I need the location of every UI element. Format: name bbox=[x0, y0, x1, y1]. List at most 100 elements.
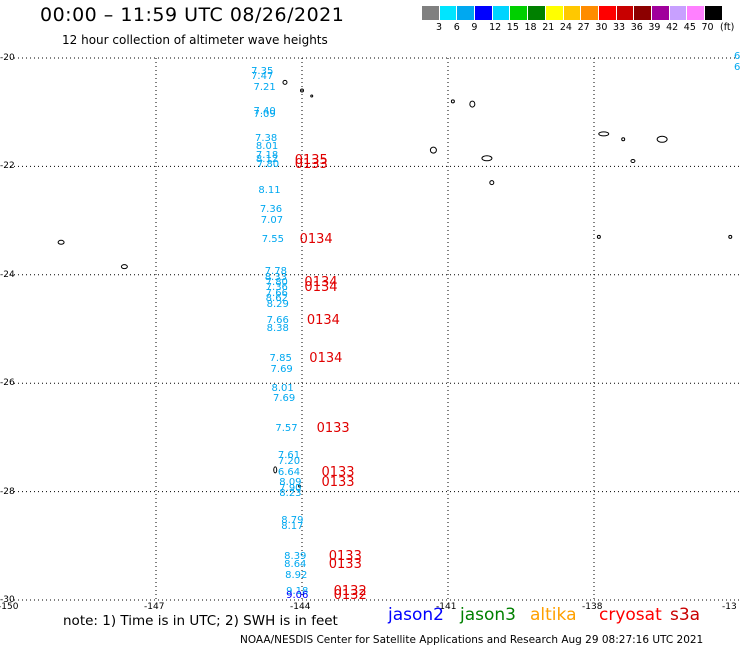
cycle-label: 0135 bbox=[294, 152, 328, 168]
lon-tick-label: -138 bbox=[582, 602, 603, 612]
cycle-label: 0133 bbox=[294, 157, 328, 173]
island-outline bbox=[656, 135, 668, 143]
legend-value: 30 bbox=[595, 22, 608, 33]
lon-tick-label: -141 bbox=[436, 602, 457, 612]
swh-label: 7.80 bbox=[256, 159, 280, 171]
swh-label: 7.09 bbox=[253, 108, 276, 120]
legend-value: 33 bbox=[613, 22, 626, 33]
swh-label: 7.38 bbox=[254, 133, 278, 145]
swh-label: 7.69 bbox=[272, 393, 296, 405]
legend-swatch bbox=[545, 6, 564, 20]
satellite-legend-jason3: jason3 bbox=[460, 605, 516, 625]
satellite-legend-altika: altika bbox=[530, 605, 577, 625]
legend-swatch bbox=[598, 6, 617, 20]
color-legend-labels: 3 6 9 12 15 18 21 24 27 30 33 36 39 42 45 70 (ft) bbox=[422, 22, 740, 34]
swh-label: 7.80 bbox=[265, 276, 288, 288]
swh-label: 7.35 bbox=[251, 65, 274, 77]
legend-value: 12 bbox=[489, 22, 502, 33]
swh-label: 7.69 bbox=[270, 363, 293, 375]
swh-label: 7.66 bbox=[266, 314, 289, 326]
legend-value: 3 bbox=[436, 22, 443, 33]
lon-tick-label: -150 bbox=[0, 602, 19, 612]
swh-label: 8.92 bbox=[285, 569, 308, 581]
swh-label: 9.18 bbox=[286, 585, 309, 597]
island-outline bbox=[300, 88, 304, 93]
legend-value: 24 bbox=[559, 22, 572, 33]
lat-tick-label: -22 bbox=[0, 161, 15, 172]
swh-label: 8.17 bbox=[281, 520, 304, 532]
island-outline bbox=[598, 131, 610, 137]
swh-label: 7.78 bbox=[264, 266, 287, 278]
legend-value: 45 bbox=[683, 22, 696, 33]
island-outline bbox=[621, 137, 626, 142]
legend-value: 18 bbox=[524, 22, 537, 33]
swh-label: 6.64 bbox=[277, 466, 301, 478]
legend-value: 6 bbox=[453, 22, 460, 33]
cycle-label: 0134 bbox=[309, 350, 343, 366]
lat-tick-label: -26 bbox=[0, 378, 15, 389]
islands bbox=[57, 79, 733, 488]
legend-value: 39 bbox=[648, 22, 661, 33]
legend-value: 70 bbox=[701, 22, 714, 33]
island-outline bbox=[489, 180, 495, 186]
cycle-label: 0133 bbox=[328, 548, 362, 564]
swh-label: 7.36 bbox=[259, 203, 283, 215]
legend-swatch bbox=[563, 6, 582, 20]
island-outline bbox=[596, 234, 601, 239]
lat-tick-label: -28 bbox=[0, 486, 15, 497]
swh-label: 8.38 bbox=[266, 323, 289, 334]
swh-label: 7.21 bbox=[253, 81, 276, 93]
cycle-label: 0133 bbox=[328, 556, 362, 572]
legend-swatch bbox=[669, 6, 688, 20]
satellite-legend-cryosat: cryosat bbox=[599, 605, 662, 625]
legend-swatch bbox=[475, 6, 493, 20]
swh-label: 8.39 bbox=[284, 550, 307, 562]
lon-tick-label: -147 bbox=[144, 602, 165, 612]
edge-swh-label: 6 bbox=[734, 51, 740, 62]
swh-label: 7.55 bbox=[261, 233, 285, 245]
swh-label: 8.11 bbox=[258, 184, 281, 196]
island-outline bbox=[469, 100, 476, 108]
island-outline bbox=[273, 466, 278, 474]
satellite-legend-s3a: s3a bbox=[670, 605, 701, 625]
note-text: note: 1) Time is in UTC; 2) SWH is in fe… bbox=[63, 613, 338, 629]
cycle-label: 0133 bbox=[321, 475, 355, 491]
legend-swatch bbox=[581, 6, 599, 20]
color-legend bbox=[422, 6, 723, 20]
cycle-label: 0134 bbox=[299, 231, 333, 247]
cycle-label: 0134 bbox=[304, 280, 338, 296]
lat-tick-label: -20 bbox=[0, 53, 15, 63]
island-outline bbox=[298, 484, 302, 488]
swh-label: 7.18 bbox=[255, 149, 279, 161]
lat-tick-label: -24 bbox=[0, 269, 15, 280]
legend-swatch bbox=[422, 6, 440, 20]
map-plot-area: 7.35 7.47 7.21 7.40 7.09 7.38 8.01 7.18 8.12 7.80… bbox=[0, 52, 740, 612]
footer-credit: NOAA/NESDIS Center for Satellite Applica… bbox=[240, 634, 704, 646]
swh-label: 8.64 bbox=[284, 558, 307, 570]
swh-label: 8.01 bbox=[271, 382, 294, 394]
swh-label: 8.01 bbox=[255, 141, 279, 153]
swh-label: 8.23 bbox=[279, 488, 302, 500]
legend-swatch bbox=[457, 6, 476, 20]
map-title: 00:00 – 11:59 UTC 08/26/2021 bbox=[40, 4, 345, 26]
legend-value: 15 bbox=[506, 22, 519, 33]
map-subtitle: 12 hour collection of altimeter wave hei… bbox=[62, 33, 328, 47]
swh-label: 7.57 bbox=[275, 423, 298, 435]
swh-label: 7.36 bbox=[265, 282, 288, 294]
legend-swatch bbox=[634, 6, 652, 20]
swh-label: 8.12 bbox=[255, 153, 279, 165]
swh-label: 7.66 bbox=[265, 287, 288, 299]
cycle-label: 0133 bbox=[321, 464, 355, 480]
cycle-label: 0134 bbox=[304, 274, 338, 290]
swh-label: 8.29 bbox=[266, 298, 289, 310]
island-outline bbox=[429, 146, 437, 154]
island-outline bbox=[450, 99, 455, 104]
edge-swh-label: 6 bbox=[734, 62, 740, 73]
cycle-label: 0134 bbox=[306, 312, 340, 328]
legend-value: 36 bbox=[630, 22, 643, 33]
island-outline bbox=[481, 155, 493, 162]
island-outline bbox=[728, 234, 733, 239]
cycle-label: 0133 bbox=[316, 421, 350, 437]
gridlines bbox=[10, 57, 740, 601]
